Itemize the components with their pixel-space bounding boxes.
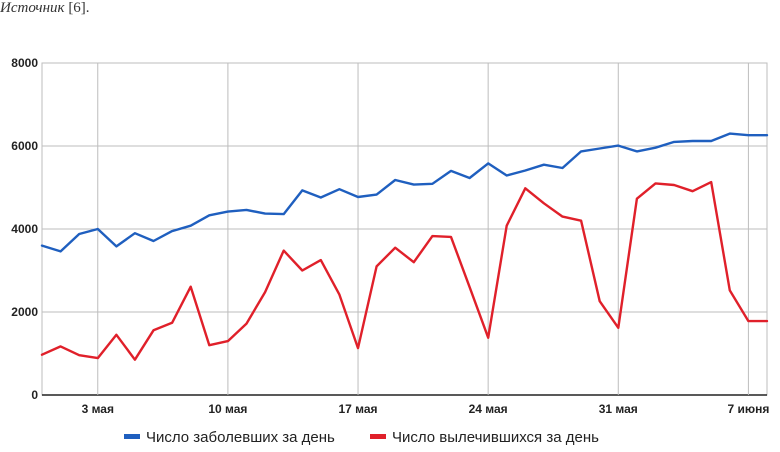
legend-item-infected: Число заболевших за день xyxy=(124,429,335,446)
x-tick-label: 24 мая xyxy=(469,402,508,416)
x-tick-label: 10 мая xyxy=(208,402,247,416)
x-tick-label: 3 мая xyxy=(82,402,114,416)
x-tick-label: 17 мая xyxy=(338,402,377,416)
source-note: Источник [6]. xyxy=(0,0,90,17)
y-tick-label: 8000 xyxy=(11,56,38,70)
legend-item-recovered: Число вылечившихся за день xyxy=(370,429,599,446)
x-axis-ticks: 3 мая 10 мая 17 мая 24 мая 31 мая 7 июня xyxy=(82,402,770,416)
y-tick-label: 4000 xyxy=(11,222,38,236)
y-tick-label: 6000 xyxy=(11,139,38,153)
y-tick-label: 2000 xyxy=(11,305,38,319)
legend-swatch xyxy=(124,434,140,439)
series-line-infected xyxy=(40,132,769,253)
legend-label: Число заболевших за день xyxy=(146,429,335,446)
x-tick-label: 7 июня xyxy=(727,402,769,416)
series-lines xyxy=(40,132,769,361)
legend: Число заболевших за день Число вылечивших… xyxy=(124,429,599,446)
grid xyxy=(41,62,768,396)
source-label: Источник xyxy=(0,0,65,16)
legend-label: Число вылечившихся за день xyxy=(392,429,599,446)
y-axis-ticks: 0 2000 4000 6000 8000 xyxy=(11,56,38,402)
x-tick-label: 31 мая xyxy=(599,402,638,416)
y-tick-label: 0 xyxy=(31,388,38,402)
series-line-recovered xyxy=(40,180,769,361)
legend-swatch xyxy=(370,434,386,439)
source-ref: [6]. xyxy=(68,0,90,16)
